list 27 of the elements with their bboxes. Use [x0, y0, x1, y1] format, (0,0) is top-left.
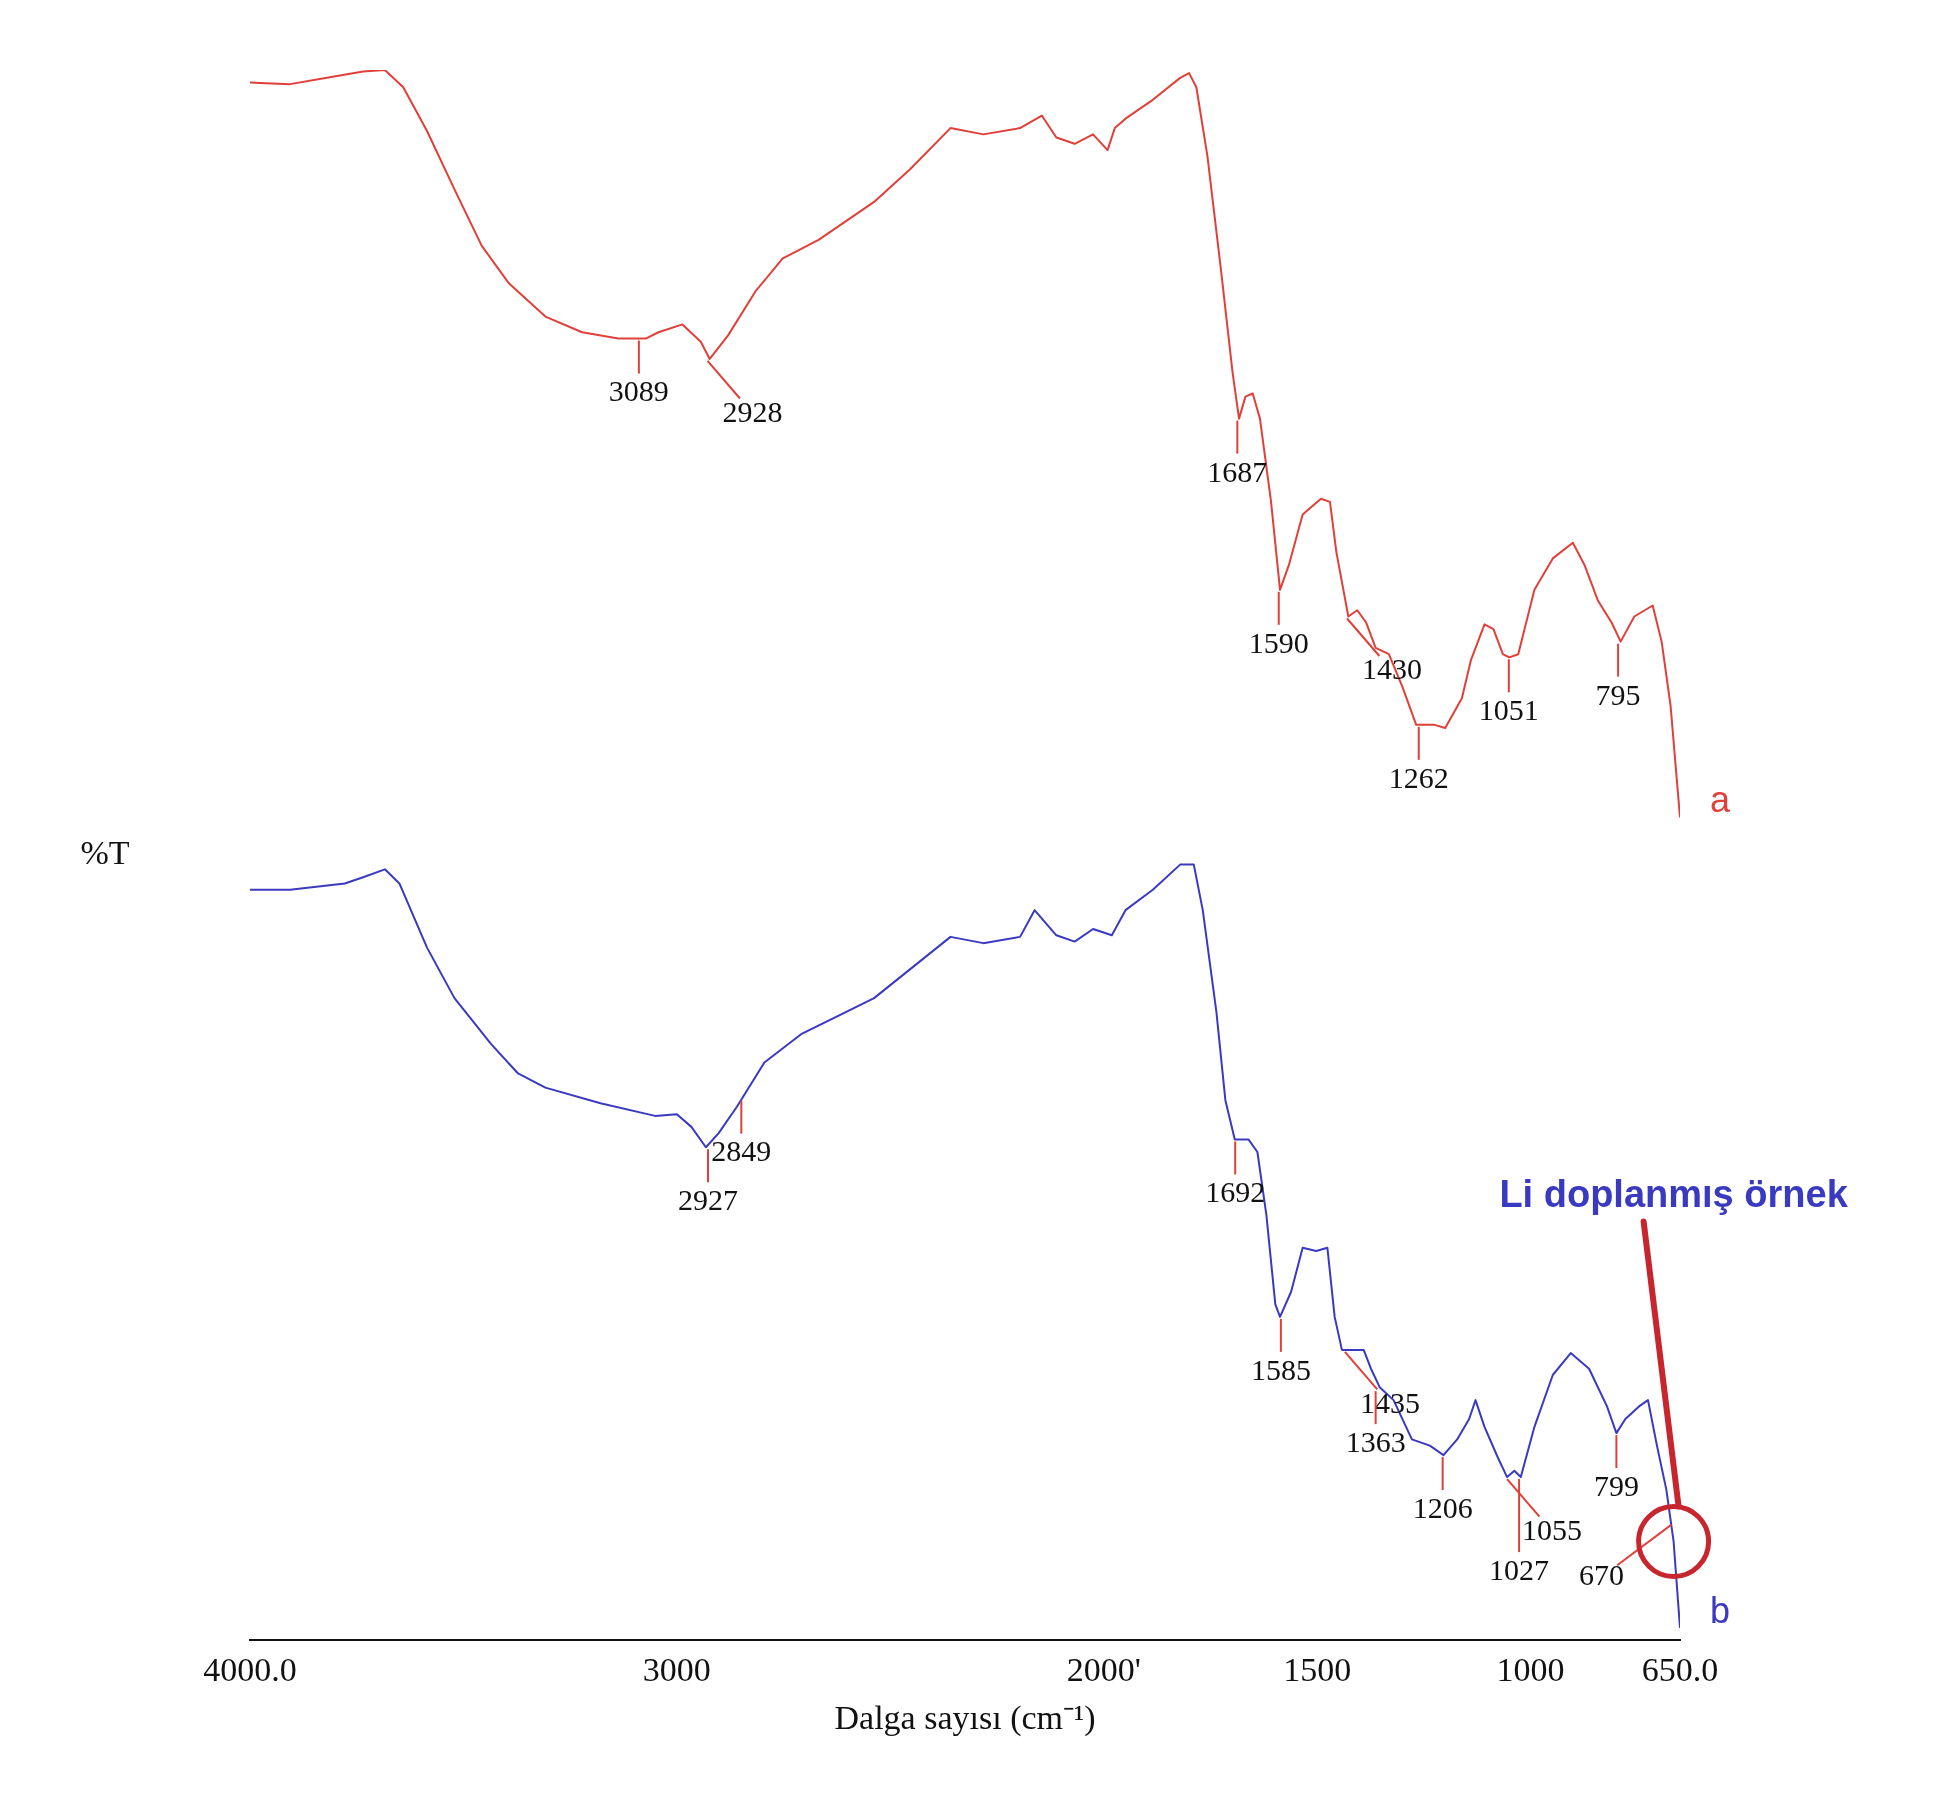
x-tick-label: 1000	[1496, 1650, 1565, 1688]
annotation: 1687	[1207, 454, 1268, 488]
annotation: 3089	[608, 374, 669, 408]
x-axis-title: Dalga sayısı (cm⁻¹)	[834, 1698, 1096, 1737]
annotation: 1590	[1248, 625, 1309, 659]
series-label: a	[1710, 779, 1731, 821]
x-tick-label: 2000'	[1066, 1650, 1141, 1688]
x-tick-label: 650.0	[1641, 1650, 1719, 1688]
annotation: 2849	[711, 1134, 772, 1168]
annotation: 1262	[1388, 760, 1449, 794]
y-axis-title: %T	[80, 834, 130, 872]
annotation: 1206	[1412, 1490, 1473, 1524]
x-tick-label: 3000	[642, 1650, 711, 1688]
annotation: 1027	[1489, 1552, 1550, 1586]
x-tick-label: 4000.0	[203, 1650, 297, 1688]
annotation: 1363	[1345, 1425, 1406, 1459]
x-tick-label: 1500	[1283, 1650, 1352, 1688]
annotation: 1585	[1250, 1352, 1311, 1386]
series-label: b	[1710, 1589, 1731, 1631]
annotation: Li doplanmış örnek	[1499, 1172, 1849, 1215]
annotation: 670	[1578, 1558, 1624, 1592]
annotation: 2928	[722, 394, 783, 428]
annotation: 1051	[1478, 693, 1539, 727]
annotation: 1055	[1522, 1512, 1583, 1546]
annotation: 795	[1595, 677, 1641, 711]
annotation: 799	[1593, 1468, 1639, 1502]
annotation: 2927	[678, 1183, 739, 1217]
